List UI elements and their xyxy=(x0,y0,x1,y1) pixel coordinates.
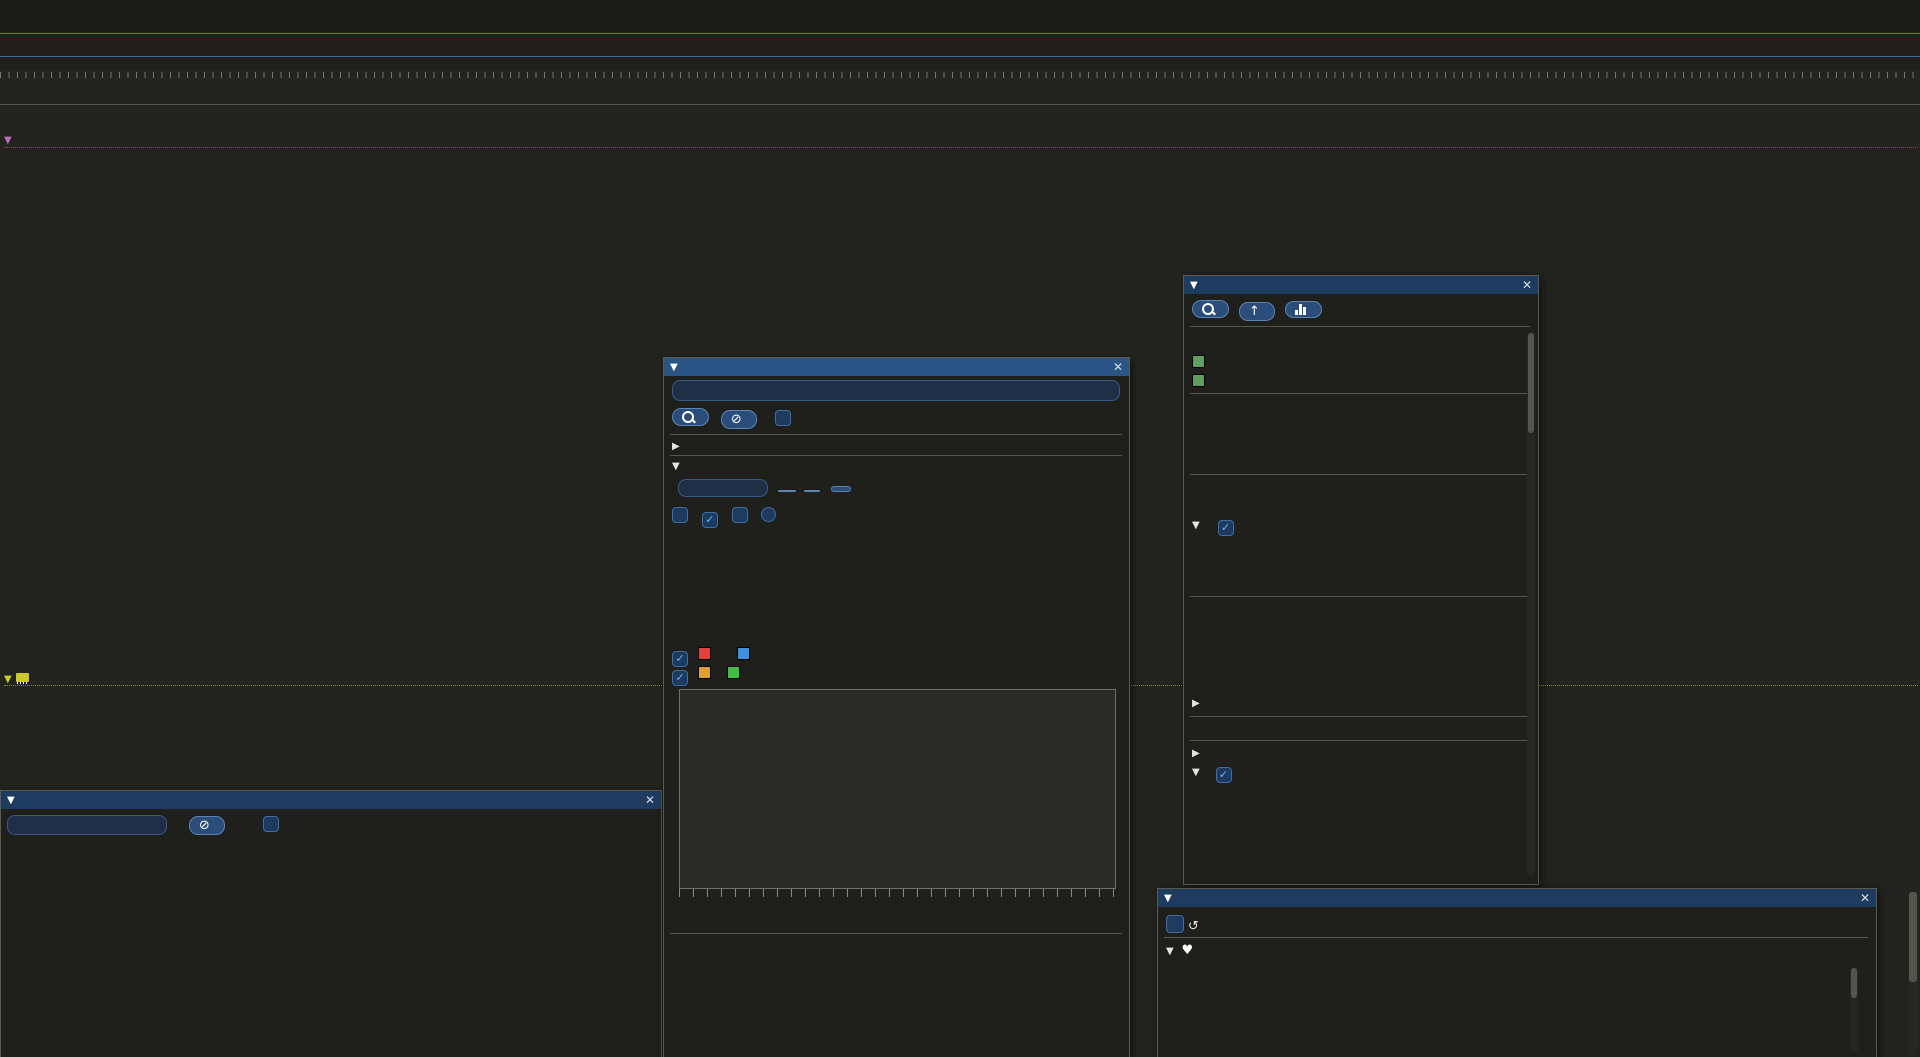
search-icon xyxy=(682,411,694,423)
filter-input[interactable] xyxy=(7,815,167,835)
clear-button[interactable]: ⊘ xyxy=(720,410,757,429)
stats-option-checkbox[interactable] xyxy=(262,816,279,832)
history-icon: ↺ xyxy=(1187,919,1199,934)
zone-info-window: ▼ ✕ ↑ ▼ ✓ ▶ ▶ xyxy=(1183,275,1539,885)
matched-source-locations[interactable]: ▶ xyxy=(672,438,684,452)
log-values-checkbox[interactable] xyxy=(672,507,688,523)
min-values-row xyxy=(672,479,852,497)
allocations-list[interactable]: ▶ xyxy=(1192,695,1204,709)
find-zone-window: ▼ ✕ ⊘ ▶ ▼ ✓ xyxy=(663,357,1130,1057)
active-allocations-header[interactable]: ▼ ♥ xyxy=(1166,943,1207,957)
group-median-swatch xyxy=(726,666,740,679)
close-icon[interactable]: ✕ xyxy=(1112,360,1123,374)
collapse-arrow-icon: ▼ xyxy=(4,135,12,146)
bars-icon xyxy=(1294,304,1307,315)
self-time-checkbox[interactable] xyxy=(761,507,777,522)
found-zones-list xyxy=(672,997,1124,1057)
close-icon[interactable]: ✕ xyxy=(644,793,655,807)
group-children-checkbox[interactable]: ✓ xyxy=(1215,767,1232,783)
frame-time-graph[interactable] xyxy=(0,33,1920,70)
min-bin-input[interactable] xyxy=(678,479,768,497)
expand-arrow-icon: ▶ xyxy=(672,441,680,452)
heart-icon: ♥ xyxy=(1181,943,1194,958)
zone-trace[interactable]: ▶ xyxy=(1192,745,1204,759)
cpu-data-header[interactable]: ▼ xyxy=(4,132,1918,148)
group-average-swatch xyxy=(697,666,711,679)
find-zone-buttons: ⊘ xyxy=(672,408,791,429)
histogram-options: ✓ xyxy=(672,507,777,528)
avg-marker-checkbox[interactable]: ✓ xyxy=(672,651,688,667)
histogram-axis-range xyxy=(672,914,888,928)
child-zones-header[interactable]: ▼ ✓ xyxy=(1192,764,1232,783)
zone-statistics-button[interactable] xyxy=(1284,301,1322,318)
restrict-time-checkbox[interactable] xyxy=(1166,915,1184,933)
clear-icon: ⊘ xyxy=(198,818,210,833)
thread-button[interactable] xyxy=(1192,374,1205,387)
ignore-case-checkbox[interactable] xyxy=(774,410,791,426)
statistics-window: ▼ ✕ ⊘ xyxy=(0,790,662,1057)
find-zone-search-input[interactable] xyxy=(672,380,1120,401)
zoom-to-zone-button[interactable] xyxy=(1192,300,1229,318)
collapse-arrow-icon: ▼ xyxy=(1192,767,1200,778)
statistics-filter-row: ⊘ xyxy=(7,815,279,835)
memory-window: ▼ ✕ ↺ ▼ ♥ xyxy=(1157,888,1877,1057)
source-location-button[interactable] xyxy=(1192,355,1205,368)
collapse-arrow-icon: ▼ xyxy=(1192,520,1200,531)
ruler-minor-ticks xyxy=(0,72,1920,78)
reset-button[interactable] xyxy=(831,486,852,492)
expand-arrow-icon: ▶ xyxy=(1192,748,1200,759)
frame-target-line xyxy=(0,56,1920,57)
collapse-arrow-icon: ▼ xyxy=(1164,892,1172,904)
memory-titlebar[interactable]: ▼ ✕ xyxy=(1158,889,1876,907)
find-button[interactable] xyxy=(672,408,709,426)
collapse-arrow-icon: ▼ xyxy=(4,674,12,685)
zoom-icon xyxy=(1202,303,1214,315)
average-time-swatch xyxy=(697,647,711,660)
toolbar xyxy=(0,0,1920,32)
wait-regions-header[interactable]: ▼ ✓ xyxy=(1192,517,1234,536)
bin-plus-button[interactable] xyxy=(803,490,820,492)
log-time-checkbox[interactable]: ✓ xyxy=(701,512,718,528)
collapse-arrow-icon: ▼ xyxy=(1166,946,1174,957)
collapse-arrow-icon: ▼ xyxy=(1190,279,1198,291)
close-icon[interactable]: ✕ xyxy=(1521,278,1532,292)
histogram-axis-ticks xyxy=(679,889,1114,897)
statistics-titlebar[interactable]: ▼ ✕ xyxy=(1,791,661,809)
time-relative-checkbox[interactable]: ✓ xyxy=(1217,520,1234,536)
memory-summary-row: ↺ xyxy=(1166,915,1263,933)
zone-info-titlebar[interactable]: ▼ ✕ xyxy=(1184,276,1538,294)
memory-table-scrollbar[interactable] xyxy=(1850,967,1858,1052)
expand-arrow-icon: ▶ xyxy=(1192,698,1200,709)
histogram-section[interactable]: ▼ xyxy=(672,458,684,472)
time-ruler[interactable] xyxy=(0,70,1920,105)
collapse-arrow-icon: ▼ xyxy=(672,461,680,472)
close-icon[interactable]: ✕ xyxy=(1859,891,1870,905)
bin-minus-button[interactable] xyxy=(777,490,796,492)
find-zone-titlebar[interactable]: ▼ ✕ xyxy=(664,358,1129,376)
memory-icon xyxy=(15,673,29,684)
zone-info-scrollbar[interactable] xyxy=(1527,331,1535,876)
zone-info-buttons: ↑ xyxy=(1192,300,1322,321)
legend-row-1: ✓ xyxy=(672,647,750,667)
find-zone-histogram[interactable] xyxy=(679,689,1116,889)
statistics-table xyxy=(1,865,661,1057)
up-arrow-icon: ↑ xyxy=(1248,304,1260,319)
go-to-parent-button[interactable]: ↑ xyxy=(1238,302,1275,321)
clear-filter-button[interactable]: ⊘ xyxy=(188,816,225,835)
group-marker-checkbox[interactable]: ✓ xyxy=(672,670,688,686)
statistics-table-header xyxy=(1,847,661,863)
cumulate-time-checkbox[interactable] xyxy=(731,507,748,523)
collapse-arrow-icon: ▼ xyxy=(7,794,15,806)
median-time-swatch xyxy=(736,647,750,660)
legend-row-2: ✓ xyxy=(672,666,740,686)
clear-icon: ⊘ xyxy=(730,412,742,427)
collapse-arrow-icon: ▼ xyxy=(670,361,678,373)
main-scrollbar[interactable] xyxy=(1908,890,1918,1055)
